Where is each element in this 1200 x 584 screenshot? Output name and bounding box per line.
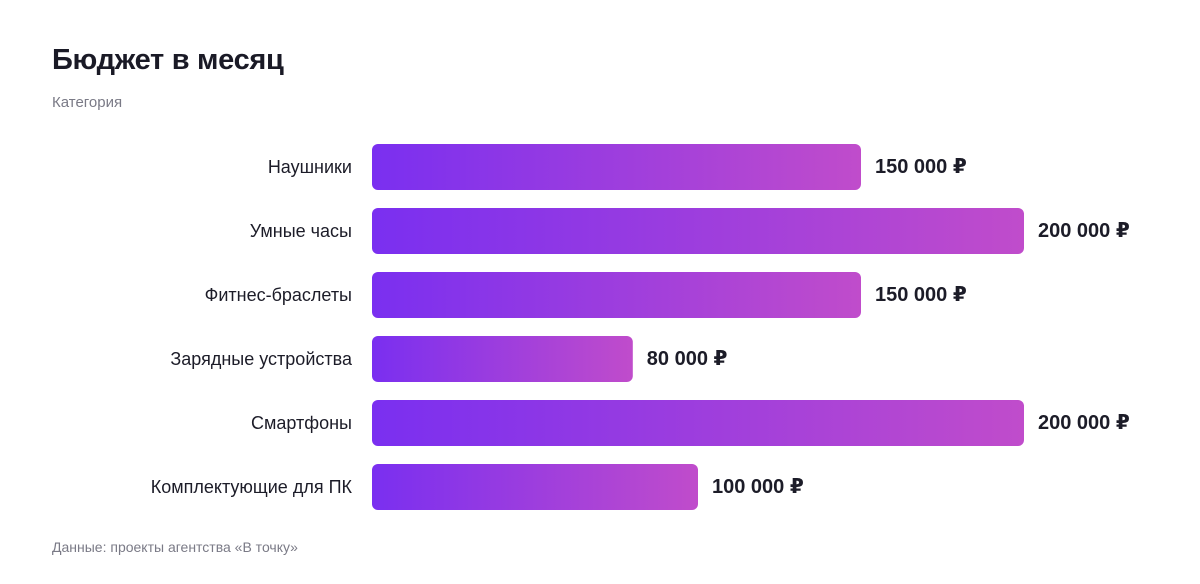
- bar-row: Умные часы 200 000 ₽: [250, 208, 1130, 254]
- category-label: Фитнес-браслеты: [205, 285, 352, 305]
- bars-group: Наушники 150 000 ₽ Умные часы 200 000 ₽ Фитн…: [151, 144, 1130, 510]
- category-label: Комплектующие для ПК: [151, 477, 353, 497]
- category-label: Умные часы: [250, 221, 352, 241]
- bar-row: Смартфоны 200 000 ₽: [251, 400, 1130, 446]
- value-label: 200 000 ₽: [1038, 220, 1130, 242]
- bar: [372, 272, 861, 318]
- bar: [372, 208, 1024, 254]
- category-label: Наушники: [268, 157, 352, 177]
- chart-title: Бюджет в месяц: [52, 44, 284, 76]
- bar: [372, 464, 698, 510]
- value-label: 200 000 ₽: [1038, 412, 1130, 434]
- value-label: 100 000 ₽: [712, 476, 804, 498]
- value-label: 150 000 ₽: [875, 156, 967, 178]
- category-label: Смартфоны: [251, 413, 352, 433]
- category-label: Зарядные устройства: [170, 349, 353, 369]
- chart-subtitle: Категория: [52, 94, 123, 111]
- value-label: 80 000 ₽: [647, 348, 728, 370]
- bar: [372, 400, 1024, 446]
- bar-row: Наушники 150 000 ₽: [268, 144, 967, 190]
- bar-row: Фитнес-браслеты 150 000 ₽: [205, 272, 967, 318]
- bar-row: Комплектующие для ПК 100 000 ₽: [151, 464, 804, 510]
- data-source-note: Данные: проекты агентства «В точку»: [52, 539, 298, 555]
- value-label: 150 000 ₽: [875, 284, 967, 306]
- bar: [372, 336, 633, 382]
- bar: [372, 144, 861, 190]
- bar-row: Зарядные устройства 80 000 ₽: [170, 336, 728, 382]
